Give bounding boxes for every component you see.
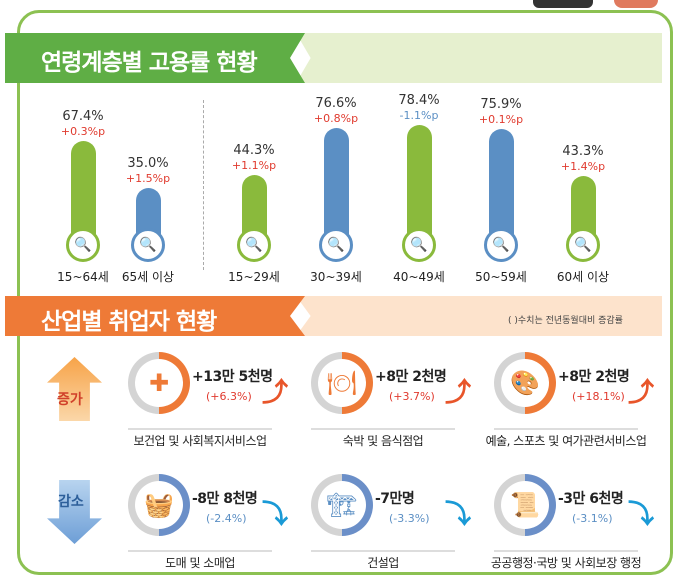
industry-ring: 📜 bbox=[494, 474, 556, 536]
section1-title: 연령계층별 고용률 현황 bbox=[41, 50, 258, 76]
bar-value: 67.4% bbox=[62, 109, 104, 125]
industry-percent: (+3.7%) bbox=[389, 390, 435, 403]
age-label: 50~59세 bbox=[475, 270, 527, 284]
industry-ring: 🏗 bbox=[311, 474, 373, 536]
infographic-frame bbox=[17, 10, 673, 575]
bar-value: 35.0% bbox=[127, 156, 169, 172]
bar-value: 78.4% bbox=[398, 93, 440, 109]
divider bbox=[311, 428, 455, 430]
scroll-icon: 📜 bbox=[501, 481, 549, 529]
excavator-icon: 🏗 bbox=[318, 481, 366, 529]
bar-change: +1.5%p bbox=[125, 172, 171, 186]
trend-up-icon: ⤴ bbox=[445, 378, 472, 408]
decrease-label: 감소 bbox=[58, 494, 84, 510]
industry-label: 도매 및 소매업 bbox=[165, 556, 235, 570]
industry-label: 공공행정·국방 및 사회보장 행정 bbox=[490, 556, 642, 570]
divider bbox=[128, 550, 272, 552]
section2-banner: 산업별 취업자 현황 bbox=[5, 296, 305, 336]
basket-icon: 🧺 bbox=[135, 481, 183, 529]
bar-change: +1.1%p bbox=[231, 158, 277, 172]
trend-down-icon: ⤵ bbox=[262, 500, 289, 530]
decoration-person bbox=[533, 0, 593, 8]
document-search-icon: 🔍 bbox=[484, 228, 518, 262]
industry-label: 보건업 및 사회복지서비스업 bbox=[133, 434, 267, 448]
industry-percent: (+6.3%) bbox=[206, 390, 252, 403]
industry-ring: ✚ bbox=[128, 352, 190, 414]
industry-percent: (+18.1%) bbox=[572, 390, 625, 403]
industry-label: 예술, 스포츠 및 여가관련서비스업 bbox=[485, 434, 647, 448]
age-label: 15~64세 bbox=[57, 270, 109, 284]
bar bbox=[488, 128, 514, 243]
bar-value: 76.6% bbox=[315, 95, 357, 111]
industry-label: 숙박 및 음식점업 bbox=[342, 434, 424, 448]
trend-up-icon: ⤴ bbox=[262, 378, 289, 408]
divider bbox=[128, 428, 272, 430]
bar-change: +1.4%p bbox=[560, 160, 606, 174]
industry-value: -7만명 bbox=[375, 491, 415, 507]
trend-down-icon: ⤵ bbox=[628, 500, 655, 530]
industry-ring: 🎨 bbox=[494, 352, 556, 414]
industry-value: +8만 2천명 bbox=[558, 369, 630, 385]
trend-down-icon: ⤵ bbox=[445, 500, 472, 530]
document-search-icon: 🔍 bbox=[66, 228, 100, 262]
industry-value: +13만 5천명 bbox=[192, 369, 273, 385]
decoration-person bbox=[614, 0, 658, 8]
age-label: 65세 이상 bbox=[121, 270, 175, 284]
section2-title: 산업별 취업자 현황 bbox=[41, 309, 217, 335]
bar bbox=[406, 125, 432, 243]
industry-percent: (-2.4%) bbox=[206, 512, 247, 525]
bar-value: 44.3% bbox=[233, 142, 275, 158]
divider bbox=[494, 550, 638, 552]
bar-change: +0.8%p bbox=[313, 111, 359, 125]
industry-ring: 🍽 bbox=[311, 352, 373, 414]
plate-cutlery-icon: 🍽 bbox=[318, 359, 366, 407]
divider bbox=[203, 100, 204, 270]
document-search-icon: 🔍 bbox=[566, 228, 600, 262]
industry-percent: (-3.3%) bbox=[389, 512, 430, 525]
bar-value: 43.3% bbox=[562, 144, 604, 160]
note: ( )수치는 전년동월대비 증감률 bbox=[508, 316, 623, 326]
age-label: 30~39세 bbox=[310, 270, 362, 284]
industry-label: 건설업 bbox=[367, 556, 399, 570]
bar bbox=[323, 127, 349, 243]
first-aid-kit-icon: ✚ bbox=[135, 359, 183, 407]
divider bbox=[311, 550, 455, 552]
divider bbox=[494, 428, 638, 430]
trend-up-icon: ⤴ bbox=[628, 378, 655, 408]
bar-change: +0.1%p bbox=[478, 112, 524, 126]
section2-strip: ( )수치는 전년동월대비 증감률 bbox=[296, 296, 662, 336]
section1-strip bbox=[296, 33, 662, 83]
bar-change: +0.3%p bbox=[60, 125, 106, 139]
bar bbox=[70, 141, 96, 243]
section1-banner: 연령계층별 고용률 현황 bbox=[5, 33, 305, 83]
document-search-icon: 🔍 bbox=[319, 228, 353, 262]
increase-label: 증가 bbox=[57, 392, 83, 408]
document-search-icon: 🔍 bbox=[237, 228, 271, 262]
document-search-icon: 🔍 bbox=[131, 228, 165, 262]
industry-value: +8만 2천명 bbox=[375, 369, 447, 385]
industry-value: -8만 8천명 bbox=[192, 491, 258, 507]
age-label: 60세 이상 bbox=[556, 270, 610, 284]
age-label: 15~29세 bbox=[228, 270, 280, 284]
industry-ring: 🧺 bbox=[128, 474, 190, 536]
document-search-icon: 🔍 bbox=[402, 228, 436, 262]
age-label: 40~49세 bbox=[393, 270, 445, 284]
industry-percent: (-3.1%) bbox=[572, 512, 613, 525]
bar-value: 75.9% bbox=[480, 96, 522, 112]
bar-change: -1.1%p bbox=[399, 109, 439, 123]
industry-value: -3만 6천명 bbox=[558, 491, 624, 507]
palette-icon: 🎨 bbox=[501, 359, 549, 407]
